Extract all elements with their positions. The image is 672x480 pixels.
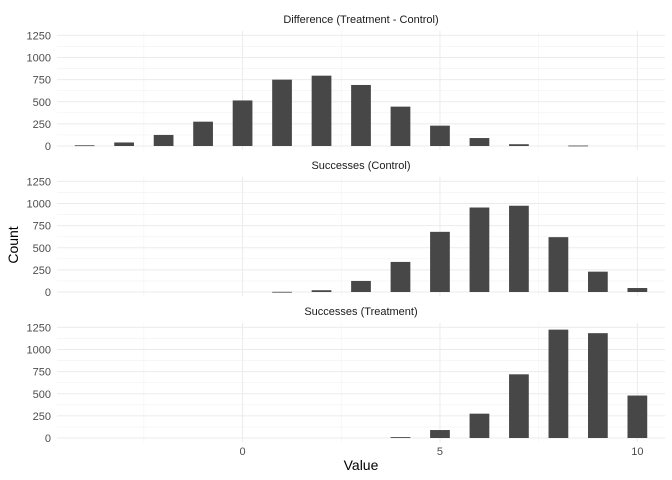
bar: [430, 231, 450, 292]
bar: [588, 333, 608, 438]
y-tick-label: 0: [45, 433, 51, 445]
y-tick-label: 750: [33, 75, 51, 87]
bar: [390, 106, 411, 146]
bar: [390, 437, 411, 438]
bar: [568, 145, 589, 147]
y-tick-label: 1000: [27, 53, 51, 65]
bar: [548, 329, 569, 438]
y-tick-label: 0: [45, 141, 51, 153]
y-tick-label: 500: [33, 243, 51, 255]
bar: [627, 288, 648, 292]
bar: [232, 100, 253, 146]
bar: [153, 134, 174, 146]
y-tick-label: 1000: [27, 199, 51, 211]
bar: [509, 144, 529, 146]
y-tick-label: 750: [33, 367, 51, 379]
facet-title: Difference (Treatment - Control): [283, 14, 438, 26]
bar: [469, 138, 490, 146]
bar: [390, 261, 411, 292]
bar: [311, 290, 332, 292]
facet-panel: 0 250 500 750 1000 1250 Successes (Treatment) 0…: [27, 306, 665, 458]
bar: [430, 125, 450, 146]
x-tick-label: 10: [631, 446, 643, 458]
y-tick-label: 500: [33, 389, 51, 401]
y-tick-label: 1250: [27, 176, 51, 188]
bar: [548, 237, 569, 292]
bar: [351, 280, 371, 292]
y-tick-label: 1250: [27, 322, 51, 334]
facet-panel: 0 250 500 750 1000 1250 Difference (Treatment …: [27, 14, 665, 153]
bar: [311, 75, 332, 146]
y-tick-label: 1250: [27, 30, 51, 42]
y-tick-label: 250: [33, 411, 51, 423]
bar: [588, 271, 608, 292]
bar: [430, 430, 450, 438]
y-tick-label: 750: [33, 221, 51, 233]
x-tick-label: 5: [437, 446, 443, 458]
bar: [509, 205, 529, 292]
bar: [74, 145, 95, 147]
y-tick-label: 0: [45, 287, 51, 299]
bar: [114, 142, 134, 146]
y-tick-label: 250: [33, 119, 51, 131]
bar: [469, 413, 490, 438]
facet-title: Successes (Treatment): [304, 306, 417, 318]
y-tick-label: 500: [33, 97, 51, 109]
bar: [351, 84, 371, 146]
bar: [627, 395, 648, 438]
x-axis-title: Value: [344, 457, 379, 473]
y-tick-label: 250: [33, 265, 51, 277]
bar: [272, 79, 292, 146]
bar: [469, 207, 490, 292]
y-axis-title: Count: [5, 226, 21, 263]
bar: [509, 374, 529, 438]
facet-title: Successes (Control): [311, 160, 410, 172]
y-tick-label: 1000: [27, 345, 51, 357]
bar: [193, 121, 213, 146]
bar: [272, 291, 292, 293]
x-tick-label: 0: [239, 446, 245, 458]
facet-panel: 0 250 500 750 1000 1250 Successes (Control): [27, 160, 665, 299]
